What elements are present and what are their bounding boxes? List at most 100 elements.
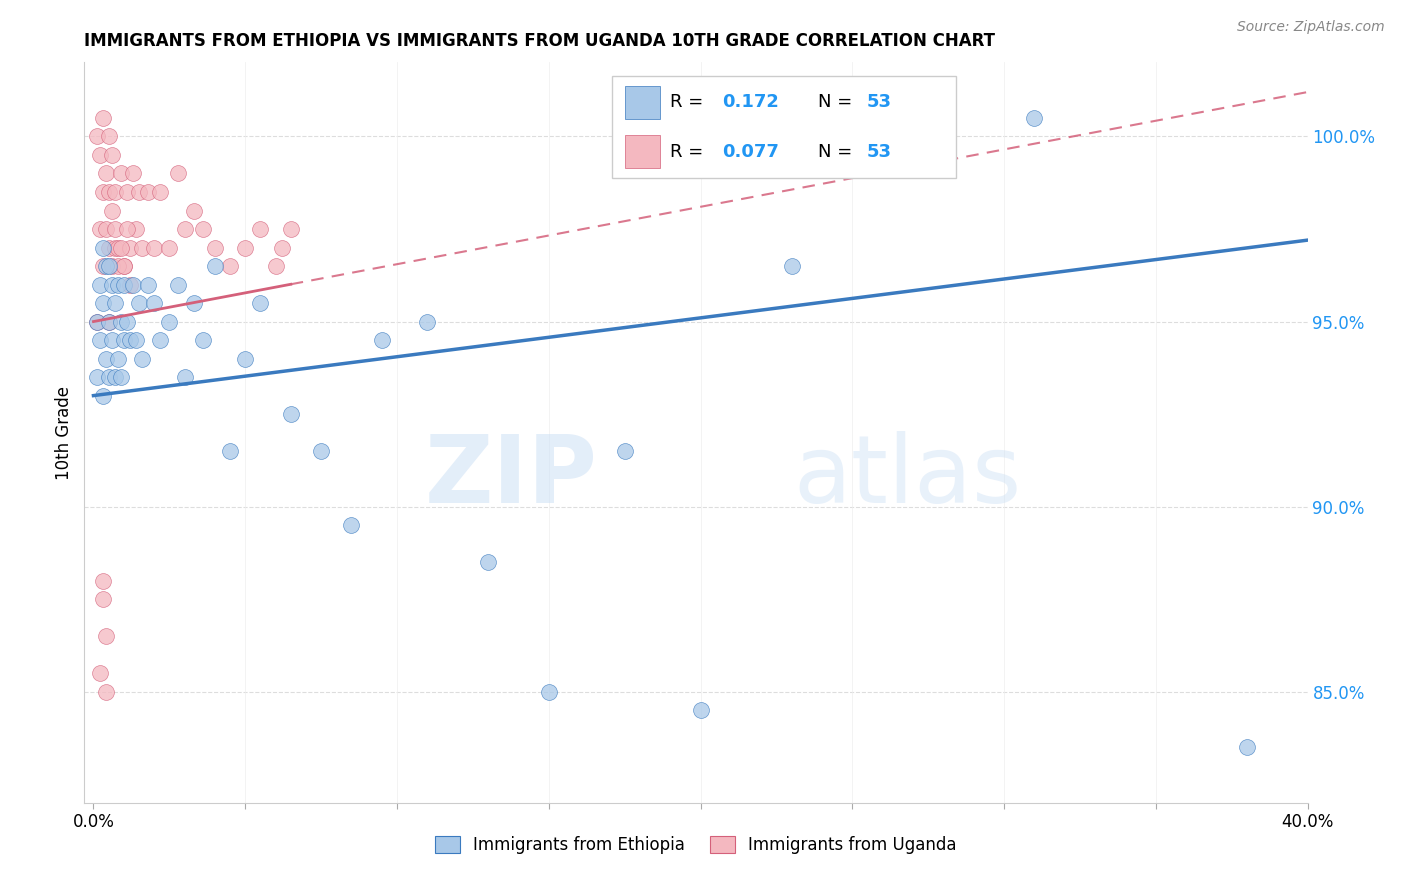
Point <box>100 148 122 162</box>
Point <box>91 296 114 310</box>
Point <box>115 222 138 236</box>
Point <box>110 167 132 181</box>
Point <box>97 315 120 329</box>
Point <box>128 296 150 310</box>
Point <box>157 241 180 255</box>
Point <box>371 333 394 347</box>
Text: N =: N = <box>818 143 858 161</box>
Point <box>104 370 127 384</box>
Point <box>107 351 129 366</box>
Point <box>91 259 114 273</box>
Point <box>204 259 226 273</box>
Point <box>94 167 117 181</box>
Point <box>100 203 122 218</box>
Point <box>112 259 135 273</box>
Point <box>157 315 180 329</box>
Point <box>167 277 190 292</box>
Point <box>191 333 214 347</box>
Text: 53: 53 <box>866 143 891 161</box>
Point <box>280 222 302 236</box>
Text: Source: ZipAtlas.com: Source: ZipAtlas.com <box>1237 20 1385 34</box>
Point <box>233 241 256 255</box>
Point <box>131 351 153 366</box>
Bar <box>626 87 659 119</box>
Point <box>86 370 108 384</box>
Point <box>104 296 127 310</box>
Point <box>477 555 499 569</box>
Point <box>122 167 145 181</box>
Point <box>94 685 117 699</box>
Point <box>173 222 195 236</box>
Point <box>94 629 117 643</box>
Point <box>89 666 111 681</box>
Bar <box>626 136 659 168</box>
Point <box>128 185 150 199</box>
Point <box>91 592 114 607</box>
Text: R =: R = <box>671 143 709 161</box>
Point <box>416 315 439 329</box>
Point <box>149 185 172 199</box>
Y-axis label: 10th Grade: 10th Grade <box>55 385 73 480</box>
Point <box>100 333 122 347</box>
Point <box>110 315 132 329</box>
Point <box>104 222 127 236</box>
Point <box>110 370 132 384</box>
Text: 53: 53 <box>866 94 891 112</box>
Point <box>91 389 114 403</box>
Point <box>94 259 117 273</box>
Point <box>104 241 127 255</box>
Legend: Immigrants from Ethiopia, Immigrants from Uganda: Immigrants from Ethiopia, Immigrants fro… <box>429 830 963 861</box>
Point <box>97 129 120 144</box>
Text: R =: R = <box>671 94 709 112</box>
Point <box>183 203 205 218</box>
Point <box>280 407 302 421</box>
Point <box>97 315 120 329</box>
Point <box>97 370 120 384</box>
Text: 0.077: 0.077 <box>721 143 779 161</box>
Point <box>204 241 226 255</box>
Point <box>901 111 924 125</box>
Point <box>122 277 145 292</box>
Point <box>125 222 148 236</box>
Point <box>91 185 114 199</box>
Point <box>107 277 129 292</box>
Point <box>340 518 363 533</box>
Point <box>86 129 108 144</box>
Text: atlas: atlas <box>794 431 1022 523</box>
Point <box>112 259 135 273</box>
Point <box>112 333 135 347</box>
Point <box>91 111 114 125</box>
Point <box>167 167 190 181</box>
Point <box>89 222 111 236</box>
Point <box>149 333 172 347</box>
Point <box>270 241 292 255</box>
Point <box>97 185 120 199</box>
Point <box>107 259 129 273</box>
Point <box>125 333 148 347</box>
Point <box>115 185 138 199</box>
Point <box>118 241 141 255</box>
Text: IMMIGRANTS FROM ETHIOPIA VS IMMIGRANTS FROM UGANDA 10TH GRADE CORRELATION CHART: IMMIGRANTS FROM ETHIOPIA VS IMMIGRANTS F… <box>84 32 995 50</box>
Point <box>89 148 111 162</box>
Point <box>97 241 120 255</box>
Point <box>309 444 332 458</box>
Point <box>143 296 166 310</box>
Point <box>118 333 141 347</box>
Point <box>100 259 122 273</box>
Point <box>100 277 122 292</box>
Point <box>89 333 111 347</box>
Point <box>136 277 159 292</box>
Text: N =: N = <box>818 94 858 112</box>
Point <box>173 370 195 384</box>
Point <box>107 241 129 255</box>
Point <box>115 315 138 329</box>
Point <box>1024 111 1046 125</box>
Point <box>110 241 132 255</box>
Point <box>249 296 271 310</box>
Text: ZIP: ZIP <box>425 431 598 523</box>
Point <box>233 351 256 366</box>
Point <box>219 259 242 273</box>
Point <box>91 241 114 255</box>
Point <box>104 185 127 199</box>
Point <box>191 222 214 236</box>
